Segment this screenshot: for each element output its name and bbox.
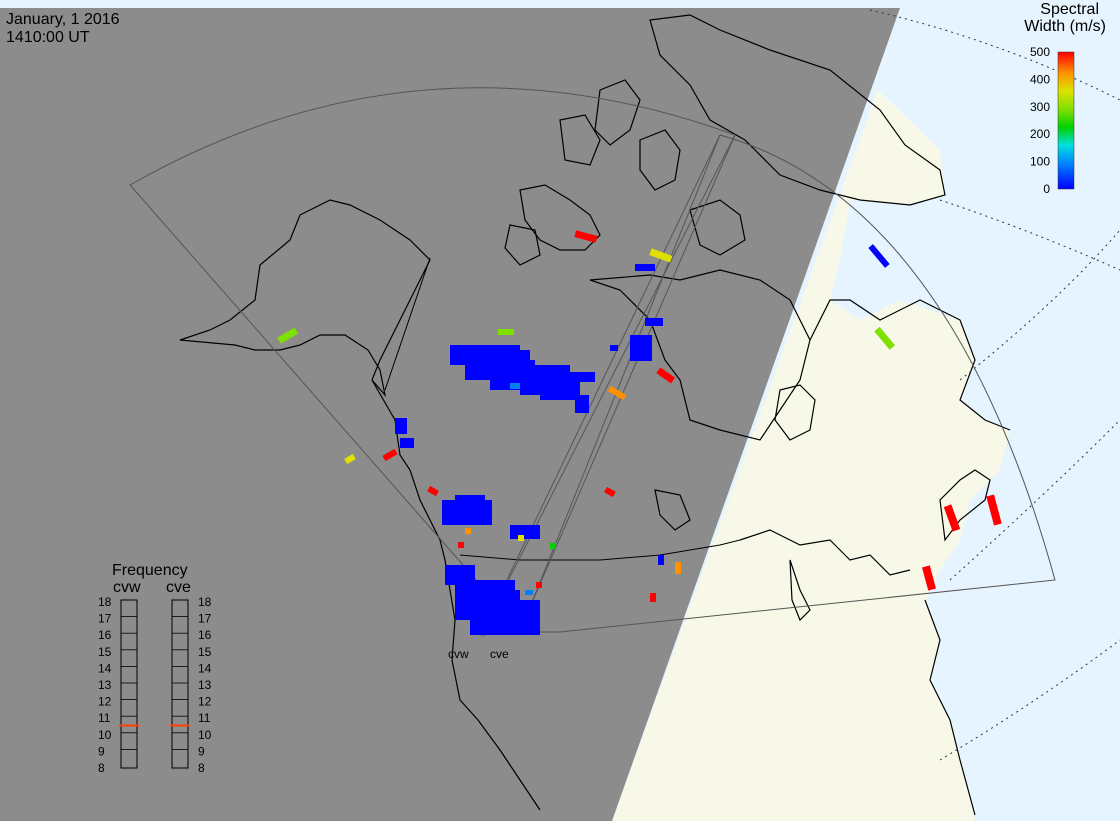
frequency-column-cve [171,599,189,769]
colorbar-gradient [1057,51,1075,190]
freq-radar-label-cvw: cvw [113,579,141,596]
frequency-scale-label-left: 8 [98,761,105,775]
frequency-panel: Frequency cvw cve 18 18 17 17 16 16 15 15 14 14 13… [98,562,212,775]
frequency-scale-label-right: 16 [198,628,212,642]
colorbar-tick-label: 0 [1043,182,1050,196]
colorbar-tick-label: 200 [1030,127,1050,141]
time-label: 1410:00 UT [6,29,90,46]
fov-cvw [129,87,736,631]
frequency-column-cvw [120,599,138,769]
frequency-scale-label-right: 15 [198,645,212,659]
colorbar-tick-label: 100 [1030,155,1050,169]
frequency-scale-label-right: 17 [198,612,212,626]
date-label: January, 1 2016 [6,11,120,28]
colorbar-title-line2: Width (m/s) [1024,18,1106,35]
frequency-scale-label-right: 10 [198,728,212,742]
frequency-scale-label-right: 8 [198,761,205,775]
frequency-scale-label-left: 13 [98,678,112,692]
colorbar-tick-label: 500 [1030,45,1050,59]
frequency-scale-label-left: 10 [98,728,112,742]
frequency-scale-label-left: 11 [98,711,111,725]
fov-cve [481,134,1056,633]
spectral-width-data [277,230,1002,635]
frequency-scale-label-left: 18 [98,595,112,609]
frequency-scale-label-left: 12 [98,695,112,709]
coastlines [179,14,1011,816]
day-land [612,90,1010,821]
radar-label-cve: cve [490,647,509,661]
frequency-scale-label-right: 13 [198,678,212,692]
radar-fov [129,87,1056,633]
frequency-scale-label-right: 9 [198,744,205,758]
colorbar-tick-label: 300 [1030,100,1050,114]
frequency-scale-label-left: 16 [98,628,112,642]
graticule [869,9,1120,761]
frequency-scale-label-right: 18 [198,595,212,609]
night-region [0,8,900,821]
frequency-scale-label-left: 14 [98,661,112,675]
colorbar-tick-label: 400 [1030,72,1050,86]
frequency-scale-label-right: 11 [198,711,211,725]
colorbar-title-line1: Spectral [1040,1,1099,18]
frequency-scale-label-left: 9 [98,744,105,758]
frequency-scale-label-right: 12 [198,695,212,709]
frequency-title: Frequency [112,562,188,579]
frequency-scale-label-left: 15 [98,645,112,659]
frequency-scale-label-left: 17 [98,612,112,626]
radar-label-cvw: cvw [448,647,469,661]
frequency-scale-label-right: 14 [198,661,212,675]
freq-radar-label-cve: cve [166,579,191,596]
colorbar: Spectral Width (m/s) 500 400 300 200 100 0 [1024,1,1106,196]
borders [384,257,741,561]
